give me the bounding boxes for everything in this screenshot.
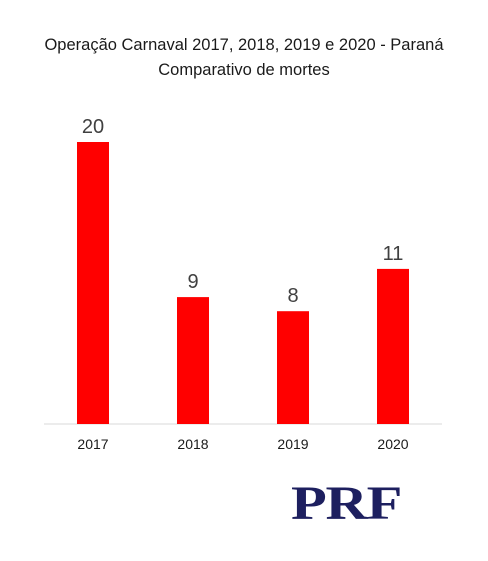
chart-subtitle: Comparativo de mortes — [158, 61, 330, 79]
x-tick-label-2019: 2019 — [277, 436, 308, 452]
data-label-2017: 20 — [82, 116, 104, 138]
bar-2020 — [377, 268, 409, 424]
x-tick-labels-group: 2017 2018 2019 2020 — [77, 436, 408, 452]
chart-title-line-1: Operação Carnaval 2017, 2018, 2019 e 202… — [44, 36, 444, 54]
prf-logo: PRF — [291, 477, 402, 530]
x-tick-label-2017: 2017 — [77, 436, 108, 452]
data-label-2019: 8 — [287, 285, 298, 307]
bars-group — [77, 142, 409, 424]
chart-title: Operação Carnaval 2017, 2018, 2019 e 202… — [0, 33, 488, 83]
data-label-2018: 9 — [187, 271, 198, 293]
bar-2018 — [177, 297, 209, 424]
x-tick-label-2020: 2020 — [377, 436, 408, 452]
x-tick-label-2018: 2018 — [177, 436, 208, 452]
data-label-2020: 11 — [383, 243, 404, 265]
bar-2017 — [77, 142, 109, 424]
data-labels-group: 20 9 8 11 — [82, 116, 404, 307]
bar-2019 — [277, 311, 309, 424]
